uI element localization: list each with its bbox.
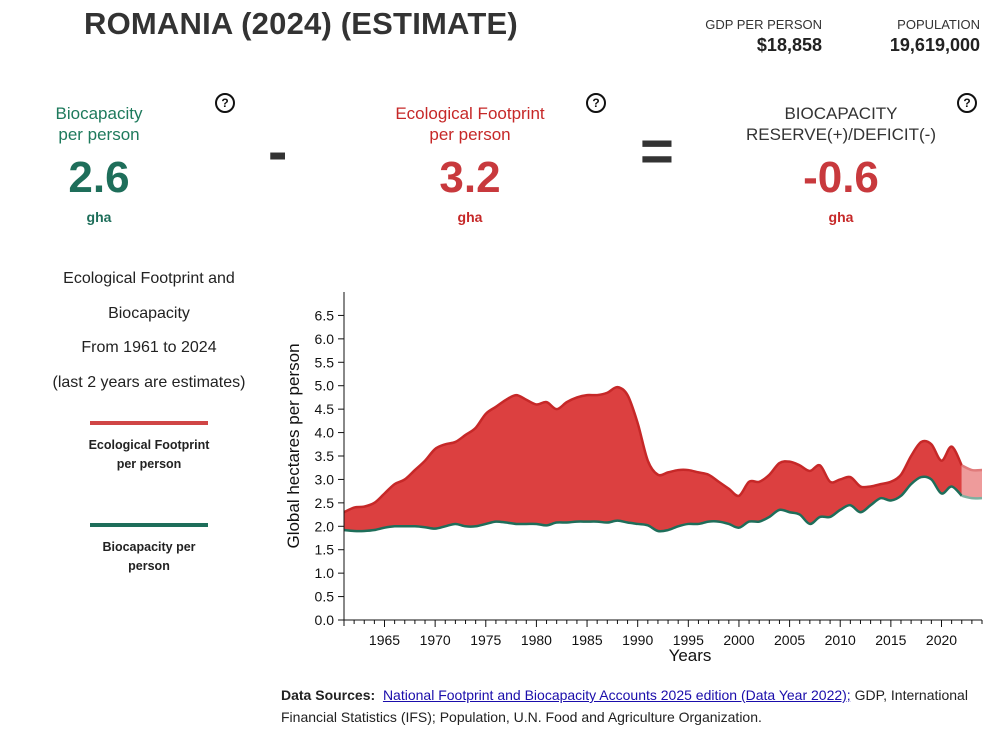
y-axis-label: Global hectares per person bbox=[284, 343, 303, 548]
y-tick-label: 5.5 bbox=[315, 354, 335, 370]
x-tick-label: 1990 bbox=[622, 632, 653, 648]
y-tick-label: 6.5 bbox=[315, 307, 335, 323]
footprint-line-estimate bbox=[961, 464, 983, 472]
footprint-deficit-area-estimate bbox=[961, 465, 982, 499]
x-tick-label: 1985 bbox=[571, 632, 602, 648]
y-tick-label: 0.0 bbox=[315, 612, 335, 628]
footprint-deficit-area bbox=[344, 387, 962, 532]
minus-operator: - bbox=[268, 119, 288, 184]
x-tick-label: 1995 bbox=[673, 632, 704, 648]
y-tick-label: 3.0 bbox=[315, 471, 335, 487]
footprint-unit: gha bbox=[457, 209, 483, 225]
population-stat: POPULATION 19,619,000 bbox=[890, 17, 980, 56]
y-tick-label: 1.0 bbox=[315, 565, 335, 581]
legend-footprint-label: Ecological Footprint per person bbox=[88, 438, 210, 471]
gdp-label: GDP PER PERSON bbox=[705, 17, 822, 32]
x-tick-label: 2005 bbox=[774, 632, 805, 648]
biocapacity-unit: gha bbox=[86, 209, 112, 225]
gdp-value: $18,858 bbox=[756, 35, 822, 55]
reserve-unit: gha bbox=[828, 209, 854, 225]
x-tick-label: 2010 bbox=[825, 632, 856, 648]
y-tick-label: 2.5 bbox=[315, 495, 335, 511]
description-line2: Biocapacity bbox=[108, 304, 190, 322]
x-tick-label: 2000 bbox=[723, 632, 754, 648]
page-title: ROMANIA (2024) (ESTIMATE) bbox=[84, 6, 518, 41]
footprint-label-line2: per person bbox=[429, 125, 511, 144]
population-label: POPULATION bbox=[897, 17, 980, 32]
x-tick-label: 2015 bbox=[875, 632, 906, 648]
footprint-line bbox=[343, 385, 963, 514]
y-tick-label: 2.0 bbox=[315, 518, 335, 534]
y-tick-label: 4.5 bbox=[315, 401, 335, 417]
x-axis-label: Years bbox=[669, 646, 712, 665]
y-tick-label: 5.0 bbox=[315, 378, 335, 394]
y-tick-label: 4.0 bbox=[315, 425, 335, 441]
y-tick-label: 0.5 bbox=[315, 589, 335, 605]
legend-biocapacity-label: Biocapacity per person bbox=[102, 540, 196, 573]
biocapacity-line bbox=[343, 475, 963, 533]
biocapacity-help-icon[interactable]: ? bbox=[215, 93, 235, 113]
description-line4: (last 2 years are estimates) bbox=[52, 373, 246, 391]
legend-biocapacity-swatch bbox=[90, 523, 208, 527]
y-tick-label: 1.5 bbox=[315, 542, 335, 558]
reserve-label: BIOCAPACITY RESERVE(+)/DEFICIT(-) bbox=[731, 103, 951, 145]
footprint-help-icon[interactable]: ? bbox=[586, 93, 606, 113]
biocapacity-label: Biocapacity per person bbox=[9, 103, 189, 145]
description-line3: From 1961 to 2024 bbox=[81, 339, 217, 356]
biocapacity-label-line2: per person bbox=[58, 125, 140, 144]
sources-rest: GDP, International Financial Statistics … bbox=[281, 687, 968, 725]
legend-footprint-swatch bbox=[90, 421, 208, 425]
footprint-label-line1: Ecological Footprint bbox=[395, 104, 545, 123]
y-tick-label: 3.5 bbox=[315, 448, 335, 464]
chart-description: Ecological Footprint and Biocapacity Fro… bbox=[40, 262, 258, 400]
y-tick-label: 6.0 bbox=[315, 331, 335, 347]
x-tick-label: 2020 bbox=[926, 632, 957, 648]
x-tick-label: 1965 bbox=[369, 632, 400, 648]
reserve-label-line2: RESERVE(+)/DEFICIT(-) bbox=[745, 125, 936, 144]
x-tick-label: 1975 bbox=[470, 632, 501, 648]
reserve-value: -0.6 bbox=[803, 153, 879, 202]
footprint-card: Ecological Footprint per person 3.2 gha bbox=[380, 103, 560, 225]
footprint-label: Ecological Footprint per person bbox=[380, 103, 560, 145]
footprint-value: 3.2 bbox=[439, 153, 501, 202]
reserve-card: BIOCAPACITY RESERVE(+)/DEFICIT(-) -0.6 g… bbox=[731, 103, 951, 225]
gdp-stat: GDP PER PERSON $18,858 bbox=[705, 17, 822, 56]
x-tick-label: 1980 bbox=[521, 632, 552, 648]
sources-label: Data Sources: bbox=[281, 687, 376, 703]
population-value: 19,619,000 bbox=[889, 35, 980, 55]
biocapacity-card: Biocapacity per person 2.6 gha bbox=[9, 103, 189, 225]
reserve-help-icon[interactable]: ? bbox=[957, 93, 977, 113]
biocapacity-line-estimate bbox=[961, 494, 983, 500]
equals-operator: = bbox=[640, 119, 674, 184]
biocapacity-label-line1: Biocapacity bbox=[55, 104, 143, 123]
biocapacity-value: 2.6 bbox=[68, 153, 130, 202]
reserve-label-line1: BIOCAPACITY bbox=[784, 104, 898, 123]
description-line1: Ecological Footprint and bbox=[63, 270, 235, 287]
sources-link[interactable]: National Footprint and Biocapacity Accou… bbox=[382, 687, 851, 703]
data-sources: Data Sources: National Footprint and Bio… bbox=[281, 684, 981, 728]
x-tick-label: 1970 bbox=[420, 632, 451, 648]
